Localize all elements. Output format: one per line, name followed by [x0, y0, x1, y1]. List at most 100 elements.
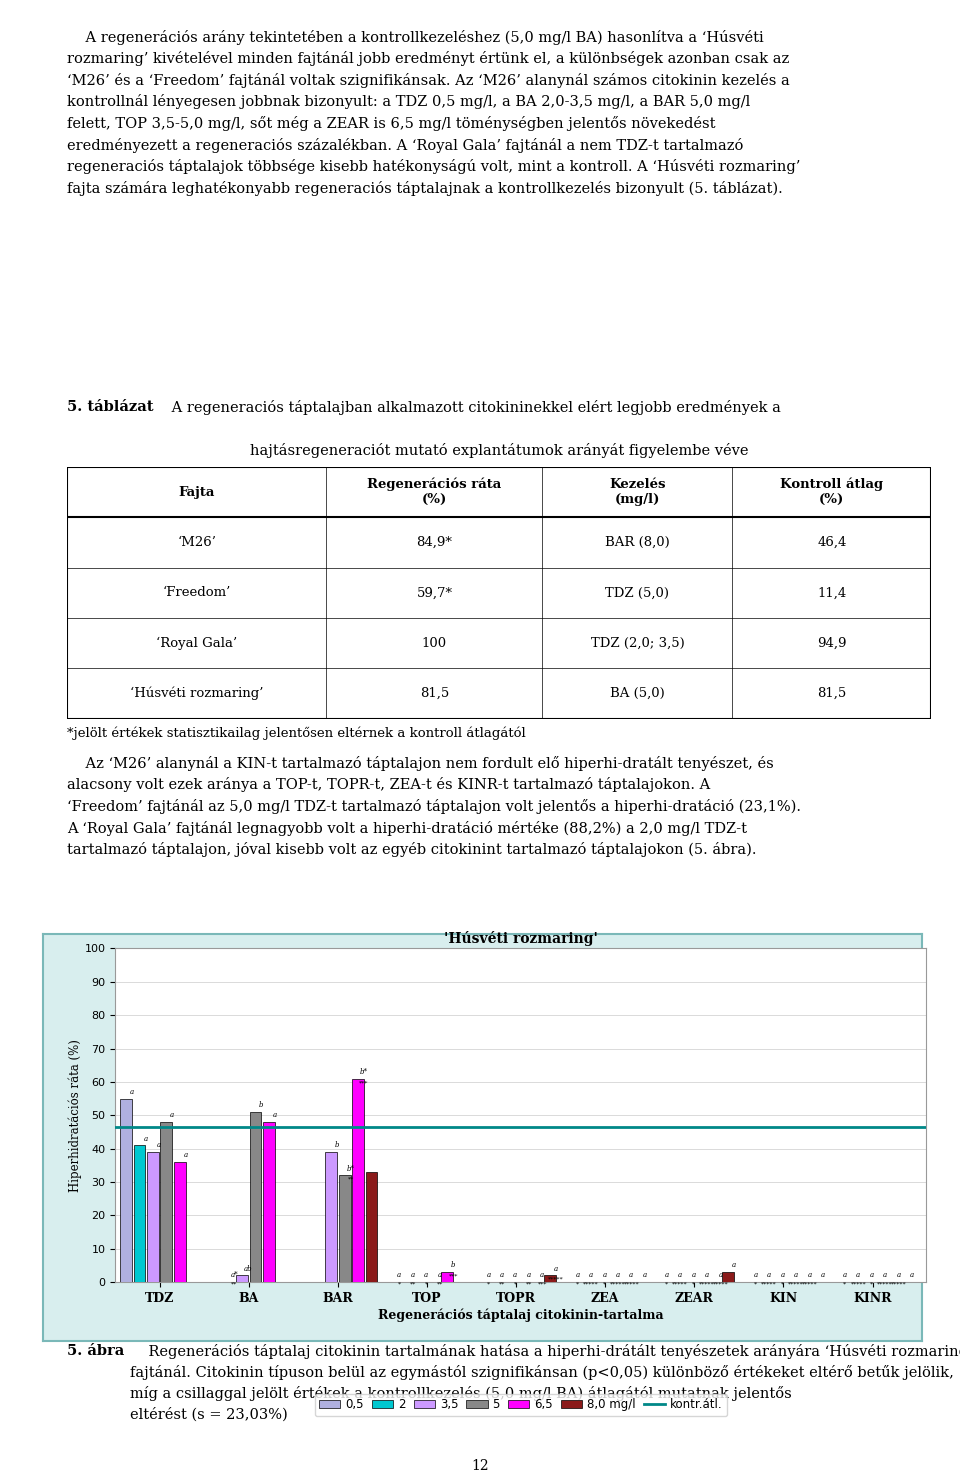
- Text: **: **: [348, 1177, 353, 1181]
- Bar: [325, 1152, 337, 1282]
- Text: *****: *****: [672, 1282, 687, 1286]
- Text: *: *: [870, 1282, 874, 1286]
- Text: Regenerációs ráta
(%): Regenerációs ráta (%): [368, 477, 501, 507]
- Legend: 0,5, 2, 3,5, 5, 6,5, 8,0 mg/l, kontr.átl.: 0,5, 2, 3,5, 5, 6,5, 8,0 mg/l, kontr.átl…: [315, 1393, 727, 1417]
- Text: a: a: [897, 1272, 900, 1279]
- Text: *****: *****: [548, 1277, 564, 1282]
- Text: **: **: [437, 1282, 443, 1286]
- Text: A regeneraciós táptalajban alkalmazott citokininekkel elért legjobb eredmények a: A regeneraciós táptalajban alkalmazott c…: [167, 400, 780, 415]
- Text: 94,9: 94,9: [817, 637, 847, 649]
- Text: ‘Royal Gala’: ‘Royal Gala’: [156, 637, 237, 649]
- Text: a: a: [807, 1272, 811, 1279]
- Bar: [160, 1122, 172, 1282]
- Text: a: a: [588, 1272, 593, 1279]
- Text: a: a: [500, 1272, 504, 1279]
- Text: 12: 12: [471, 1458, 489, 1473]
- Text: a: a: [780, 1272, 784, 1279]
- Text: b: b: [451, 1261, 455, 1269]
- Bar: [352, 1079, 364, 1282]
- Text: 100: 100: [421, 637, 447, 649]
- Text: ***: ***: [359, 1080, 369, 1085]
- Text: *: *: [755, 1282, 757, 1286]
- Text: a: a: [143, 1135, 148, 1143]
- X-axis label: Regenerációs táptalaj citokinin-tartalma: Regenerációs táptalaj citokinin-tartalma: [378, 1309, 663, 1322]
- Text: 5. táblázat: 5. táblázat: [67, 400, 154, 413]
- Text: a: a: [821, 1272, 825, 1279]
- Text: *: *: [397, 1282, 400, 1286]
- Text: a: a: [130, 1088, 134, 1095]
- Bar: [366, 1172, 377, 1282]
- Text: Kontroll átlag
(%): Kontroll átlag (%): [780, 477, 883, 507]
- Text: ‘Húsvéti rozmaring’: ‘Húsvéti rozmaring’: [130, 686, 264, 701]
- Text: a*: a*: [230, 1272, 238, 1279]
- Text: ‘M26’: ‘M26’: [178, 536, 216, 548]
- Text: b*: b*: [360, 1069, 368, 1076]
- Text: *****: *****: [761, 1282, 777, 1286]
- Text: a: a: [691, 1272, 696, 1279]
- Text: 5. ábra: 5. ábra: [67, 1344, 125, 1358]
- Text: 84,9*: 84,9*: [417, 536, 452, 548]
- Text: a: a: [664, 1272, 668, 1279]
- Text: Az ‘M26’ alanynál a KIN-t tartalmazó táptalajon nem fordult elő hiperhi-dratált : Az ‘M26’ alanynál a KIN-t tartalmazó táp…: [67, 756, 802, 857]
- Bar: [442, 1272, 453, 1282]
- Y-axis label: Hiperhidratációs ráta (%): Hiperhidratációs ráta (%): [68, 1039, 82, 1192]
- Text: 46,4: 46,4: [817, 536, 847, 548]
- Text: Fajta: Fajta: [179, 486, 215, 498]
- Text: a: a: [554, 1264, 558, 1273]
- Text: *****: *****: [877, 1282, 893, 1286]
- Text: **: **: [231, 1282, 238, 1286]
- Text: a: a: [754, 1272, 757, 1279]
- Text: *****: *****: [623, 1282, 639, 1286]
- Text: **: **: [498, 1282, 505, 1286]
- Text: a: a: [678, 1272, 683, 1279]
- Bar: [174, 1162, 186, 1282]
- Text: b: b: [335, 1141, 339, 1149]
- Text: *****: *****: [788, 1282, 804, 1286]
- Text: ***: ***: [538, 1282, 547, 1286]
- Bar: [722, 1272, 733, 1282]
- Text: 81,5: 81,5: [420, 688, 449, 700]
- Text: *****: *****: [851, 1282, 866, 1286]
- Text: a: a: [438, 1272, 442, 1279]
- Text: a: a: [602, 1272, 607, 1279]
- Text: a: a: [705, 1272, 709, 1279]
- Text: TDZ (2,0; 3,5): TDZ (2,0; 3,5): [590, 637, 684, 649]
- Bar: [543, 1275, 556, 1282]
- Text: *: *: [843, 1282, 847, 1286]
- Text: a: a: [540, 1272, 544, 1279]
- Text: *****: *****: [699, 1282, 715, 1286]
- Text: A regenerációs arány tekintetében a kontrollkezeléshez (5,0 mg/l BA) hasonlítva : A regenerációs arány tekintetében a kont…: [67, 30, 801, 196]
- Text: TDZ (5,0): TDZ (5,0): [606, 587, 669, 599]
- Text: a: a: [424, 1272, 428, 1279]
- Text: a: a: [527, 1272, 531, 1279]
- Text: a: a: [183, 1152, 188, 1159]
- Text: *: *: [665, 1282, 668, 1286]
- Bar: [263, 1122, 275, 1282]
- Text: ***: ***: [448, 1273, 458, 1279]
- Text: *jelölt értékek statisztikailag jelentősen eltérnek a kontroll átlagától: *jelölt értékek statisztikailag jelentős…: [67, 726, 526, 740]
- Bar: [147, 1152, 158, 1282]
- Text: BA (5,0): BA (5,0): [610, 688, 665, 700]
- Text: *****: *****: [583, 1282, 599, 1286]
- Text: ‘Freedom’: ‘Freedom’: [162, 587, 231, 599]
- Text: a: a: [870, 1272, 874, 1279]
- Text: a: a: [514, 1272, 517, 1279]
- Text: Regenerációs táptalaj citokinin tartalmának hatása a hiperhi-drátált tenyészetek: Regenerációs táptalaj citokinin tartalmá…: [131, 1344, 960, 1421]
- Text: *****: *****: [610, 1282, 626, 1286]
- Text: *****: *****: [712, 1282, 729, 1286]
- Text: a: a: [575, 1272, 580, 1279]
- Text: a: a: [156, 1141, 161, 1149]
- Bar: [120, 1098, 132, 1282]
- Text: a: a: [397, 1272, 401, 1279]
- Text: a: a: [883, 1272, 887, 1279]
- Text: **: **: [410, 1282, 416, 1286]
- Text: b: b: [259, 1101, 264, 1109]
- Text: *: *: [514, 1282, 516, 1286]
- Text: b*: b*: [347, 1165, 354, 1172]
- Bar: [250, 1112, 261, 1282]
- Text: a: a: [794, 1272, 798, 1279]
- Text: 11,4: 11,4: [817, 587, 847, 599]
- Text: a: a: [910, 1272, 914, 1279]
- Text: *: *: [576, 1282, 579, 1286]
- Text: *: *: [781, 1282, 784, 1286]
